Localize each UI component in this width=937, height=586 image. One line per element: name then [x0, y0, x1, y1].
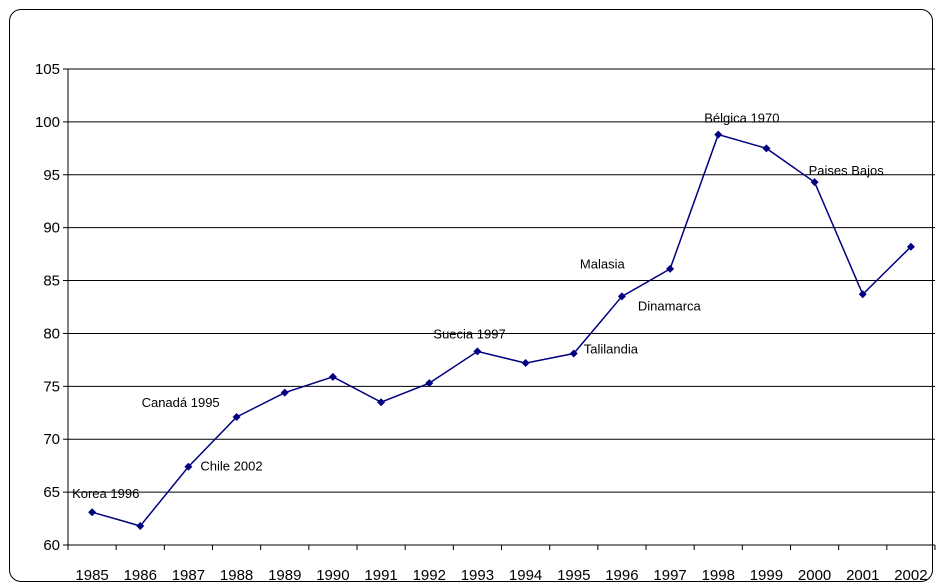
data-point-1994: [521, 359, 530, 368]
annotation-label: Malasia: [580, 256, 626, 271]
x-tick-label: 1992: [413, 567, 446, 584]
data-point-2002: [906, 242, 915, 251]
data-point-1990: [328, 372, 337, 381]
x-tick-label: 1990: [316, 567, 349, 584]
x-tick-label: 1999: [750, 567, 783, 584]
data-point-1988: [232, 413, 241, 422]
annotation-label: Dinamarca: [638, 298, 702, 313]
series-line: [91, 133, 912, 527]
y-tick-label: 75: [43, 378, 60, 395]
annotation-label: Paises Bajos: [809, 163, 885, 178]
y-tick-label: 95: [43, 167, 60, 184]
annotation-label: Canadá 1995: [142, 395, 220, 410]
x-tick-label: 1986: [124, 567, 157, 584]
data-point-1993: [473, 347, 482, 356]
data-point-1995: [569, 349, 578, 358]
data-point-1985: [88, 508, 97, 517]
x-tick-label: 1989: [268, 567, 301, 584]
x-tick-label: 2002: [894, 567, 927, 584]
data-point-1991: [377, 398, 386, 407]
y-tick-label: 90: [43, 220, 60, 237]
x-tick-label: 1993: [461, 567, 494, 584]
y-tick-label: 60: [43, 537, 60, 554]
y-tick-label: 65: [43, 484, 60, 501]
x-tick-label: 1996: [605, 567, 638, 584]
data-point-1996: [617, 292, 626, 301]
y-tick-label: 105: [35, 61, 60, 78]
data-point-1997: [666, 264, 675, 273]
annotation-label: Chile 2002: [200, 459, 262, 474]
data-point-1986: [136, 521, 145, 530]
annotation-label: Suecia 1997: [433, 326, 505, 341]
y-tick-label: 85: [43, 273, 60, 290]
x-tick-label: 2001: [846, 567, 879, 584]
x-tick-label: 2000: [798, 567, 831, 584]
annotation-label: Talilandia: [584, 342, 639, 357]
y-tick-label: 80: [43, 325, 60, 342]
x-tick-label: 1998: [702, 567, 735, 584]
data-point-2000: [810, 178, 819, 187]
x-tick-label: 1987: [172, 567, 205, 584]
x-tick-label: 1995: [557, 567, 590, 584]
y-tick-label: 100: [35, 114, 60, 131]
y-tick-label: 70: [43, 431, 60, 448]
annotation-label: Korea 1996: [72, 486, 139, 501]
data-point-1989: [280, 388, 289, 397]
data-point-1987: [184, 462, 193, 471]
x-tick-label: 1997: [653, 567, 686, 584]
x-tick-label: 1985: [75, 567, 108, 584]
x-tick-label: 1988: [220, 567, 253, 584]
chart-frame: [9, 9, 933, 582]
data-point-1998: [714, 130, 723, 139]
x-tick-label: 1991: [364, 567, 397, 584]
data-point-2001: [858, 290, 867, 299]
data-point-1992: [425, 379, 434, 388]
annotation-label: Bélgica 1970: [704, 111, 779, 126]
data-point-1999: [762, 144, 771, 153]
x-tick-label: 1994: [509, 567, 542, 584]
